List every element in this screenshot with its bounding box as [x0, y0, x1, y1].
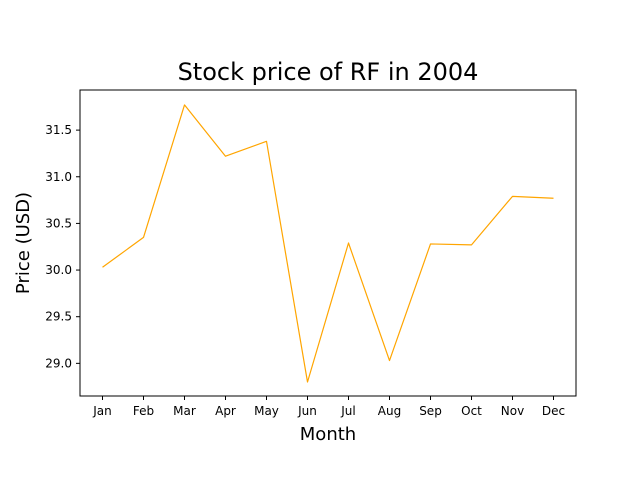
y-tick-label: 29.5	[45, 310, 72, 324]
y-axis-label: Price (USD)	[13, 192, 34, 294]
x-tick-label: Sep	[419, 404, 442, 418]
x-axis: Jan Feb Mar Apr May Jun Jul Aug Sep Oct Nov Dec	[92, 396, 565, 418]
series-layer	[102, 104, 554, 383]
x-tick-label: Aug	[378, 404, 401, 418]
x-tick-label: Jan	[92, 404, 112, 418]
y-tick-label: 30.0	[45, 263, 72, 277]
x-tick-label: Jul	[340, 404, 355, 418]
y-tick-label: 30.5	[45, 216, 72, 230]
y-axis: 29.0 29.5 30.0 30.5 31.0 31.5	[45, 123, 80, 370]
y-tick-label: 31.0	[45, 170, 72, 184]
x-axis-label: Month	[300, 424, 356, 445]
chart-title: Stock price of RF in 2004	[178, 58, 479, 86]
series-line	[102, 104, 554, 383]
x-tick-label: Feb	[133, 404, 154, 418]
y-tick-label: 29.0	[45, 356, 72, 370]
plot-area	[79, 89, 577, 397]
x-tick-label: Apr	[215, 404, 236, 418]
y-tick-label: 31.5	[45, 123, 72, 137]
x-tick-label: Jun	[297, 404, 317, 418]
x-tick-label: Oct	[461, 404, 482, 418]
x-tick-label: Dec	[542, 404, 565, 418]
x-tick-label: May	[254, 404, 279, 418]
x-tick-label: Mar	[173, 404, 196, 418]
x-tick-label: Nov	[501, 404, 524, 418]
